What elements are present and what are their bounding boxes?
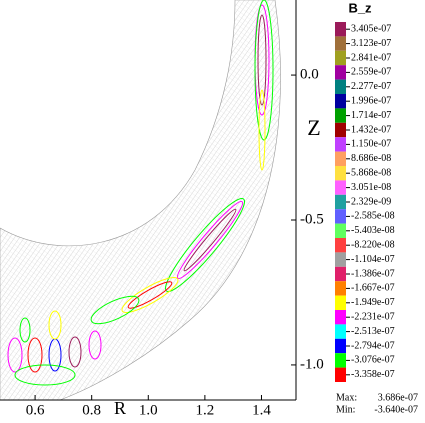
legend-swatch <box>335 137 346 152</box>
legend-label: -3.076e-07 <box>351 355 395 366</box>
legend-label: 1.150e-07 <box>351 139 391 150</box>
legend-label: -2.231e-07 <box>351 311 395 322</box>
legend-swatch <box>335 252 346 267</box>
legend-swatch <box>335 223 346 238</box>
legend-swatch <box>335 180 346 195</box>
legend-label: 1.996e-07 <box>351 95 391 106</box>
legend-swatch <box>335 194 346 210</box>
legend-swatch <box>335 65 346 80</box>
legend-swatch <box>335 122 346 138</box>
legend-swatch <box>335 94 346 109</box>
legend-label: 5.868e-08 <box>351 167 391 178</box>
legend-label: 3.051e-08 <box>351 182 391 193</box>
legend-swatch <box>335 151 346 166</box>
legend-label: 1.432e-07 <box>351 124 391 135</box>
legend-swatch <box>335 50 346 66</box>
legend-label: -1.104e-07 <box>351 254 395 265</box>
legend-label: -8.220e-08 <box>351 239 395 250</box>
x-tick-label: 1.0 <box>139 402 158 418</box>
contours <box>7 0 274 386</box>
legend-swatch <box>335 36 346 51</box>
legend-swatch <box>335 79 346 94</box>
x-axis-label: R <box>114 398 126 418</box>
legend-label: -5.403e-08 <box>351 225 395 236</box>
legend-swatch <box>335 209 346 224</box>
legend-label: 2.329e-09 <box>351 196 391 207</box>
x-tick-label: 1.4 <box>252 402 271 418</box>
legend-swatch <box>335 324 346 339</box>
legend-swatch <box>335 108 346 123</box>
legend-label: -2.585e-08 <box>351 211 395 222</box>
min-value: -3.640e-07 <box>374 404 418 415</box>
legend-swatch <box>335 238 346 253</box>
legend-swatch <box>335 22 346 37</box>
legend-label: 2.559e-07 <box>351 67 391 78</box>
max-label: Max: <box>336 392 357 403</box>
legend-label: 2.277e-07 <box>351 81 391 92</box>
legend-label: -1.667e-07 <box>351 283 395 294</box>
legend-swatch <box>335 295 346 310</box>
legend-label: 3.123e-07 <box>351 38 391 49</box>
legend-label: 3.405e-07 <box>351 23 391 34</box>
legend-label: -3.358e-07 <box>351 369 395 380</box>
x-tick-label: 0.6 <box>26 402 45 418</box>
legend-label: -2.794e-07 <box>351 340 395 351</box>
x-tick-label: 0.8 <box>82 402 101 418</box>
legend-label: 1.714e-07 <box>351 110 391 121</box>
legend-label: -1.949e-07 <box>351 297 395 308</box>
legend-label: -1.386e-07 <box>351 268 395 279</box>
legend-swatch <box>335 281 346 296</box>
legend-label: 2.841e-07 <box>351 52 391 63</box>
legend-swatch <box>335 310 346 325</box>
y-tick-label: 0.0 <box>300 67 319 83</box>
legend-title: B_z <box>348 0 372 15</box>
legend-swatch <box>335 367 346 382</box>
legend-swatch <box>335 266 346 282</box>
mesh <box>0 0 281 401</box>
x-tick-label: 1.2 <box>196 402 215 418</box>
y-tick-label: -1.0 <box>300 356 324 372</box>
max-value: 3.686e-07 <box>378 392 418 403</box>
legend-swatch <box>335 166 346 181</box>
legend-label: -2.513e-07 <box>351 326 395 337</box>
y-axis-label: Z <box>307 115 320 140</box>
legend-swatch <box>335 338 346 354</box>
legend-swatch <box>335 353 346 368</box>
y-tick-label: -0.5 <box>300 211 324 227</box>
min-label: Min: <box>336 404 355 415</box>
plot-region <box>0 0 281 401</box>
legend-label: 8.686e-08 <box>351 153 391 164</box>
